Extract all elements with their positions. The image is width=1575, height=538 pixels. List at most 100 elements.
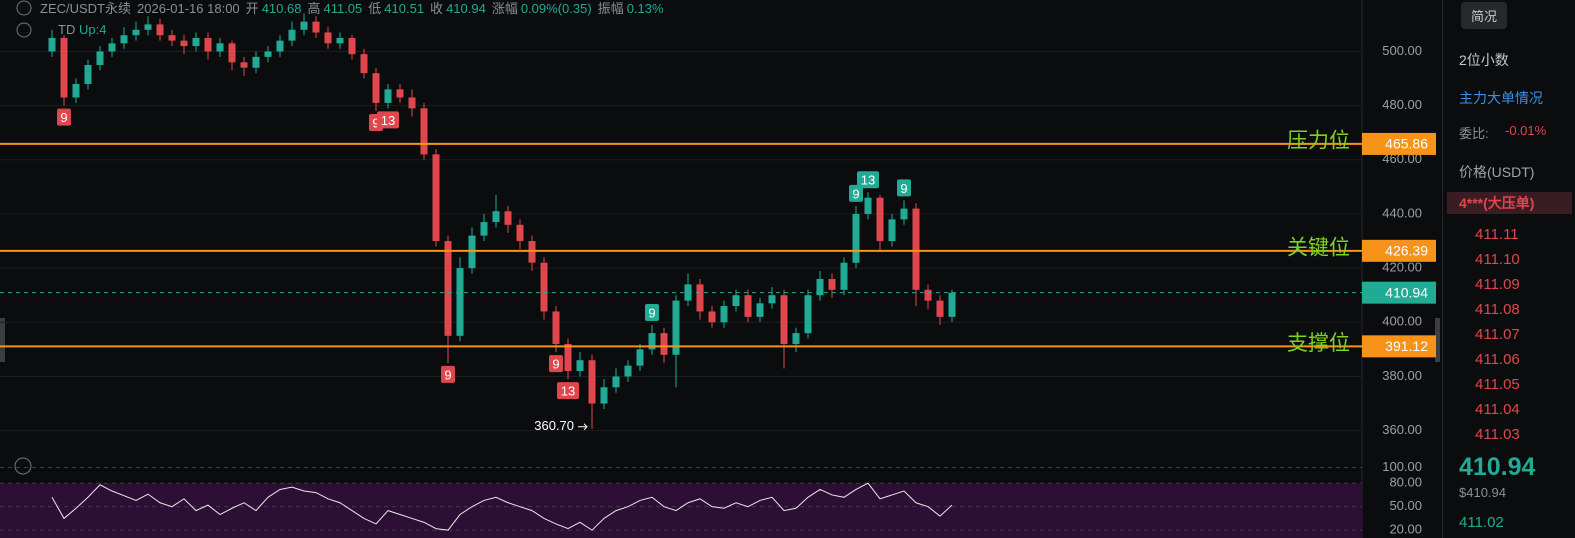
field-value: 0.09%(0.35) [520, 1, 592, 16]
td-mark [557, 382, 579, 400]
candle-body [60, 37, 68, 98]
low-label: 360.70 [534, 418, 574, 433]
y-tick-label: 400.00 [1382, 314, 1422, 329]
candle-body [912, 208, 920, 290]
candle-body [324, 32, 332, 44]
candle-body [72, 83, 80, 98]
ratio-label: 委比: [1459, 126, 1489, 141]
symbol: ZEC/USDT永续 [40, 1, 132, 16]
candle-body [876, 197, 884, 242]
y-tick-label: 420.00 [1382, 260, 1422, 275]
field-label: 涨幅 [491, 1, 518, 16]
candle-body [156, 24, 164, 36]
candle-body [528, 241, 536, 263]
level-label: 465.86 [1385, 136, 1428, 152]
candle-body [396, 89, 404, 98]
book-price: 411.04 [1475, 401, 1520, 418]
field-label: 高 [307, 1, 321, 16]
handle[interactable] [0, 318, 5, 362]
last-usd: $410.94 [1459, 485, 1506, 500]
td-mark [441, 365, 455, 383]
candle-body [768, 295, 776, 304]
main-orders[interactable]: 主力大单情况 [1459, 90, 1543, 106]
candle-body [480, 222, 488, 236]
candle-body [636, 349, 644, 366]
ratio: -0.01% [1505, 123, 1547, 138]
side-panel: 简况 2位小数 主力大单情况 委比: -0.01% 价格(USDT) 4***(… [1442, 0, 1575, 538]
candle-body [96, 51, 104, 65]
candle-body [408, 97, 416, 109]
toggle-icon[interactable] [14, 457, 32, 475]
toggle-icon[interactable] [16, 22, 32, 38]
td-mark [377, 111, 399, 129]
level-box [1362, 132, 1436, 155]
candle-body [828, 278, 836, 290]
rsi-line [51, 482, 953, 531]
candle-body [900, 208, 908, 220]
book-price: 411.05 [1475, 376, 1520, 393]
candle-body [936, 300, 944, 317]
candle-body [732, 295, 740, 307]
field-value: 410.68 [261, 1, 302, 16]
candle-body [660, 333, 668, 355]
td-label: 9 [852, 186, 859, 201]
candle-body [468, 235, 476, 269]
candle-body [888, 219, 896, 242]
field-label: 开 [245, 1, 259, 16]
big-order: 4***(大压单) [1447, 192, 1572, 214]
candle-body [216, 43, 224, 52]
candle-body [924, 289, 932, 301]
candle-body [240, 62, 248, 68]
td-label: 13 [381, 113, 395, 128]
book-price: 411.09 [1475, 276, 1520, 293]
y-tick-label: 460.00 [1382, 151, 1422, 166]
candle-body [948, 292, 956, 317]
field-value: 410.51 [384, 1, 425, 16]
y-tick-label: 440.00 [1382, 205, 1422, 220]
candle-body [348, 37, 356, 55]
low-arrow [578, 423, 588, 431]
candle-body [300, 21, 308, 30]
indicator-value: Up:4 [78, 22, 107, 37]
candle-body [792, 333, 800, 344]
price-header: 价格(USDT) [1459, 164, 1535, 180]
level-box [1362, 239, 1436, 262]
handle[interactable] [1435, 318, 1440, 362]
candle-body [744, 295, 752, 317]
candle-body [576, 360, 584, 372]
candle-body [516, 224, 524, 242]
candle-body [48, 37, 56, 52]
candle-body [492, 211, 500, 223]
y2-tick-label: 50.00 [1389, 498, 1422, 513]
book-price: 411.11 [1475, 226, 1519, 243]
last-price: 410.94 [1459, 453, 1536, 481]
level-name: 关键位 [1287, 236, 1350, 259]
candle-body [372, 73, 380, 103]
y-tick-label: 360.00 [1382, 422, 1422, 437]
level-name: 压力位 [1287, 129, 1350, 152]
candle-body [648, 333, 656, 350]
field-value: 411.05 [323, 1, 363, 16]
candle-body [456, 268, 464, 336]
indicator-header: TD Up:4 [58, 22, 106, 37]
candle-body [696, 284, 704, 312]
book-price: 411.07 [1475, 326, 1520, 343]
td-mark [549, 355, 563, 373]
y-tick-label: 500.00 [1382, 43, 1422, 58]
bid-price: 411.02 [1459, 514, 1504, 531]
candle-body [720, 306, 728, 323]
candle-body [540, 262, 548, 312]
candle-body [612, 376, 620, 388]
candle-body [600, 387, 608, 404]
candle-body [840, 262, 848, 290]
candle-body [852, 213, 860, 263]
tab[interactable]: 简况 [1461, 2, 1508, 29]
td-label: 13 [561, 384, 575, 399]
candle-body [132, 29, 140, 36]
candle-body [276, 40, 284, 52]
decimals[interactable]: 2位小数 [1459, 52, 1509, 68]
candle-body [336, 37, 344, 44]
level-label: 391.12 [1385, 338, 1428, 354]
toggle-icon[interactable] [16, 0, 32, 16]
